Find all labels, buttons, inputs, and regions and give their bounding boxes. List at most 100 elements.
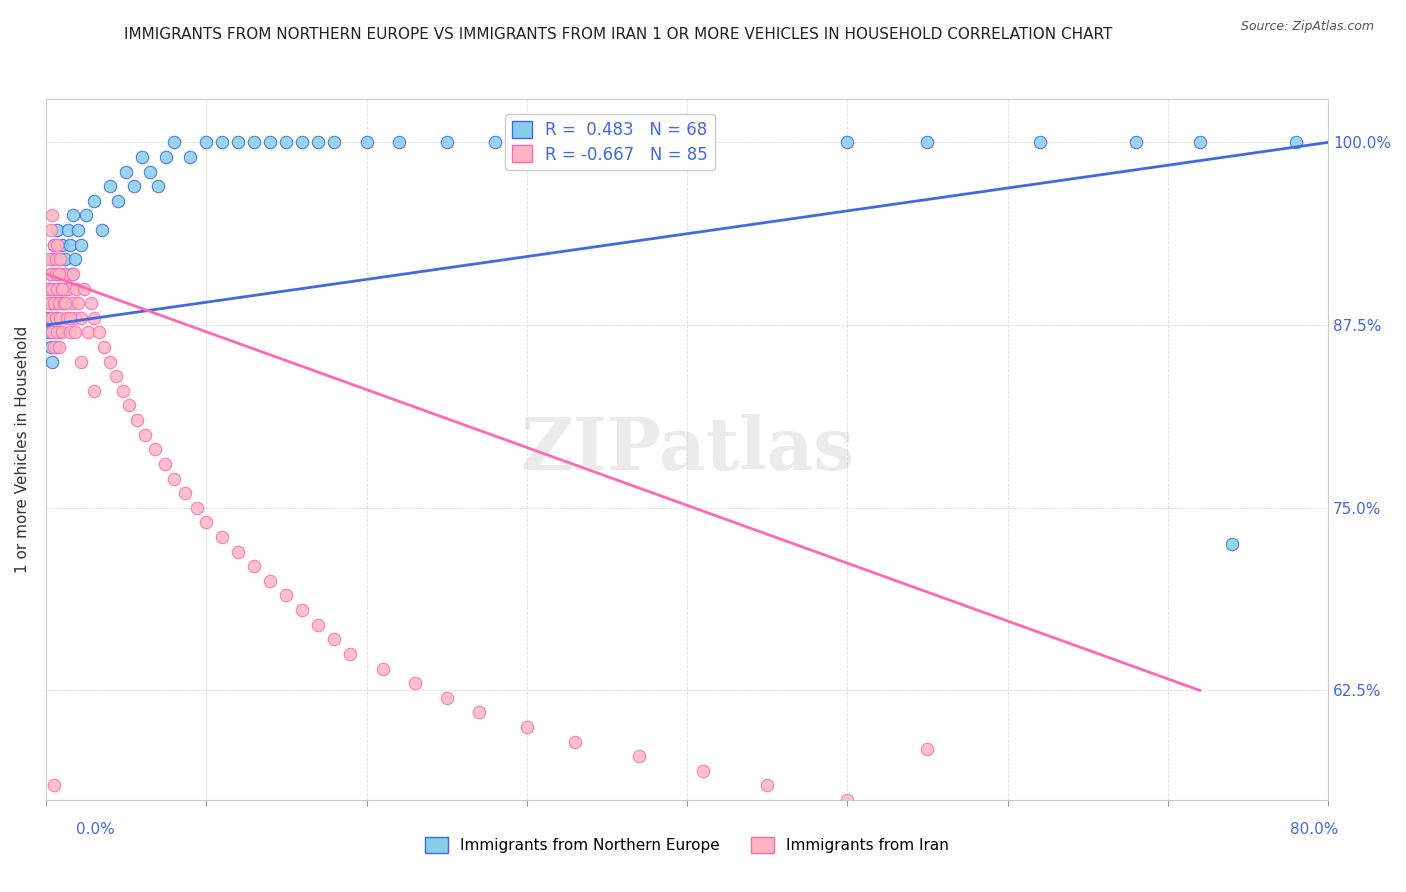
Point <box>226 136 249 150</box>
Point <box>63 252 86 267</box>
Point <box>1077 837 1099 851</box>
Point <box>259 574 281 588</box>
Point <box>195 136 218 150</box>
Point <box>323 632 346 647</box>
Text: Source: ZipAtlas.com: Source: ZipAtlas.com <box>1241 21 1374 33</box>
Point <box>276 589 298 603</box>
Point <box>46 267 69 281</box>
Point <box>83 384 105 398</box>
Point <box>41 281 63 295</box>
Point <box>46 223 69 237</box>
Point <box>59 237 82 252</box>
Point <box>38 296 60 310</box>
Point <box>62 209 84 223</box>
Point <box>259 136 281 150</box>
Point <box>153 457 176 471</box>
Point <box>307 136 329 150</box>
Point <box>83 194 105 208</box>
Point <box>46 310 69 325</box>
Point <box>45 296 67 310</box>
Point <box>75 209 97 223</box>
Point <box>83 310 105 325</box>
Point <box>1220 537 1243 551</box>
Point <box>307 617 329 632</box>
Point <box>48 340 70 354</box>
Point <box>1125 136 1147 150</box>
Point <box>39 223 62 237</box>
Point <box>42 281 65 295</box>
Point <box>91 223 114 237</box>
Point <box>70 354 93 368</box>
Point <box>37 281 59 295</box>
Point <box>42 326 65 340</box>
Point <box>387 136 409 150</box>
Legend: R =  0.483   N = 68, R = -0.667   N = 85: R = 0.483 N = 68, R = -0.667 N = 85 <box>505 114 714 170</box>
Point <box>436 690 458 705</box>
Point <box>1285 136 1308 150</box>
Point <box>155 150 177 164</box>
Text: 80.0%: 80.0% <box>1291 822 1339 837</box>
Point <box>98 179 121 194</box>
Point <box>41 252 63 267</box>
Point <box>39 267 62 281</box>
Point <box>53 267 76 281</box>
Point <box>131 150 153 164</box>
Point <box>41 209 63 223</box>
Point <box>211 530 233 544</box>
Point <box>211 136 233 150</box>
Point <box>63 310 86 325</box>
Point <box>51 326 73 340</box>
Point <box>371 661 394 675</box>
Point <box>105 369 128 384</box>
Point <box>53 296 76 310</box>
Point <box>174 486 197 500</box>
Point <box>917 807 939 822</box>
Point <box>564 734 586 748</box>
Point <box>42 237 65 252</box>
Point <box>49 281 72 295</box>
Point <box>60 296 83 310</box>
Point <box>56 281 79 295</box>
Point <box>48 252 70 267</box>
Point <box>837 136 859 150</box>
Point <box>134 427 156 442</box>
Point <box>70 310 93 325</box>
Point <box>45 267 67 281</box>
Point <box>291 136 314 150</box>
Point <box>48 326 70 340</box>
Point <box>756 779 779 793</box>
Point <box>291 603 314 617</box>
Point <box>1188 136 1211 150</box>
Point <box>139 164 162 178</box>
Point <box>627 749 650 764</box>
Point <box>41 326 63 340</box>
Point <box>226 544 249 558</box>
Point <box>59 310 82 325</box>
Point <box>37 310 59 325</box>
Point <box>339 647 361 661</box>
Point <box>516 720 538 734</box>
Point <box>39 267 62 281</box>
Point <box>146 179 169 194</box>
Point <box>179 150 201 164</box>
Point <box>356 136 378 150</box>
Point <box>436 136 458 150</box>
Point <box>118 399 141 413</box>
Point <box>38 326 60 340</box>
Text: 0.0%: 0.0% <box>76 822 115 837</box>
Point <box>87 326 110 340</box>
Text: IMMIGRANTS FROM NORTHERN EUROPE VS IMMIGRANTS FROM IRAN 1 OR MORE VEHICLES IN HO: IMMIGRANTS FROM NORTHERN EUROPE VS IMMIG… <box>125 27 1112 42</box>
Point <box>42 340 65 354</box>
Point <box>39 310 62 325</box>
Point <box>676 136 699 150</box>
Point <box>143 442 166 457</box>
Point <box>73 281 96 295</box>
Point <box>53 252 76 267</box>
Point <box>46 237 69 252</box>
Point <box>42 237 65 252</box>
Point <box>65 281 87 295</box>
Point <box>63 326 86 340</box>
Point <box>51 296 73 310</box>
Point <box>692 764 714 778</box>
Point <box>39 340 62 354</box>
